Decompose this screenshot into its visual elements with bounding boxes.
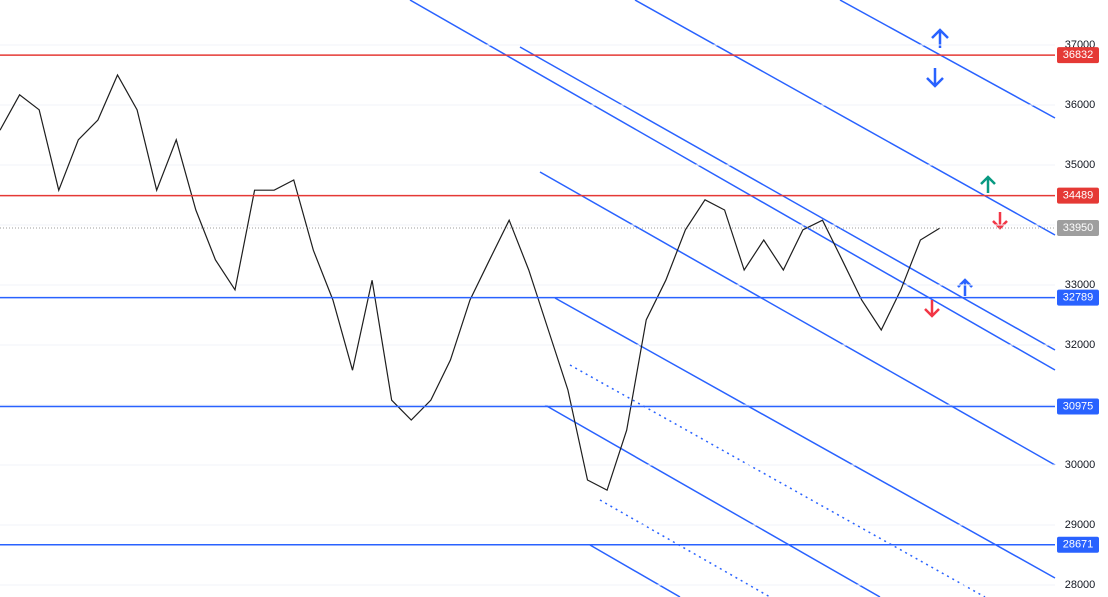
level-label: 33950 xyxy=(1063,222,1094,234)
trend-lines xyxy=(409,0,1056,597)
level-label: 36832 xyxy=(1063,49,1094,61)
level-label: 30975 xyxy=(1063,400,1094,412)
price-line xyxy=(0,73,941,492)
y-tick-label: 33000 xyxy=(1065,279,1096,291)
level-label: 34489 xyxy=(1063,190,1094,202)
y-tick-label: 36000 xyxy=(1065,99,1096,111)
level-tag xyxy=(1057,187,1099,204)
y-tick-label: 35000 xyxy=(1065,159,1096,171)
y-tick-label: 28000 xyxy=(1065,579,1096,591)
level-label: 32789 xyxy=(1063,292,1094,304)
level-tag xyxy=(1057,47,1099,64)
y-tick-label: 29000 xyxy=(1065,519,1096,531)
level-tag xyxy=(1057,289,1099,306)
level-tag xyxy=(1057,398,1099,415)
level-tag xyxy=(1057,536,1099,553)
signal-arrows xyxy=(924,28,1008,318)
level-tag xyxy=(1057,220,1099,236)
level-label: 28671 xyxy=(1063,539,1094,551)
y-tick-label: 30000 xyxy=(1065,459,1096,471)
y-tick-label: 32000 xyxy=(1065,339,1096,351)
